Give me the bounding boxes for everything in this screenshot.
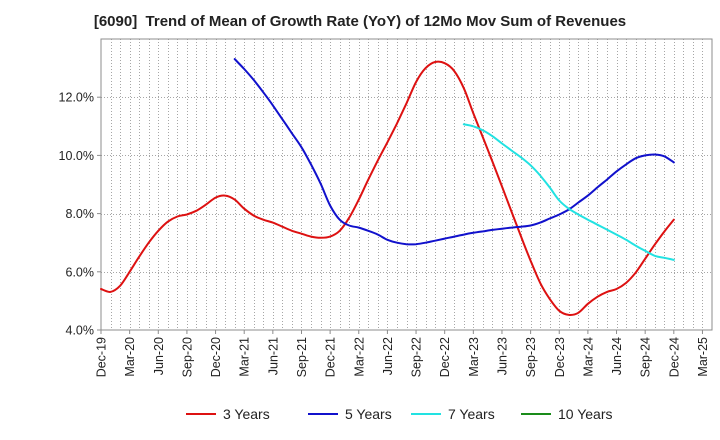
x-tick-label: Jun-20: [152, 337, 166, 375]
y-tick-label: 8.0%: [66, 207, 95, 221]
y-tick-label: 4.0%: [66, 324, 95, 338]
y-tick-label: 10.0%: [59, 149, 94, 163]
gridlines: [101, 39, 712, 330]
series-line-3-years: [100, 60, 675, 316]
x-tick-label: Mar-23: [467, 337, 481, 377]
x-tick-label: Dec-21: [324, 337, 338, 377]
series-line-7-years: [462, 123, 675, 261]
x-tick-label: Dec-22: [438, 337, 452, 377]
x-tick-label: Sep-23: [524, 337, 538, 377]
x-tick-label: Sep-22: [410, 337, 424, 377]
legend-label: 5 Years: [345, 406, 392, 422]
x-tick-label: Mar-20: [123, 337, 137, 377]
legend-label: 7 Years: [448, 406, 495, 422]
x-tick-label: Jun-23: [495, 337, 509, 375]
legend-item-3-years: 3 Years: [186, 406, 270, 422]
series-line-5-years: [233, 58, 675, 246]
x-tick-label: Dec-23: [553, 337, 567, 377]
x-tick-label: Jun-21: [266, 337, 280, 375]
legend-item-5-years: 5 Years: [308, 406, 392, 422]
legend-item-7-years: 7 Years: [411, 406, 495, 422]
x-tick-label: Dec-20: [209, 337, 223, 377]
series-lines: [100, 58, 675, 316]
legend-item-10-years: 10 Years: [521, 406, 613, 422]
x-tick-label: Jun-24: [610, 337, 624, 375]
axes: 4.0% 6.0% 8.0% 10.0% 12.0% Dec-19 Mar-20 Jun-20…: [59, 91, 710, 378]
y-tick-label: 6.0%: [66, 265, 95, 279]
chart-title: [6090] Trend of Mean of Growth Rate (YoY…: [94, 13, 626, 30]
y-tick-label: 12.0%: [59, 91, 94, 105]
x-tick-label: Mar-21: [238, 337, 252, 377]
x-tick-label: Sep-24: [639, 337, 653, 377]
x-tick-label: Sep-21: [295, 337, 309, 377]
legend-label: 10 Years: [558, 406, 613, 422]
x-tick-label: Mar-24: [581, 337, 595, 377]
x-tick-label: Jun-22: [381, 337, 395, 375]
plot-area: [100, 38, 713, 331]
x-tick-label: Sep-20: [180, 337, 194, 377]
x-tick-label: Dec-24: [667, 337, 681, 377]
x-tick-label: Dec-19: [95, 337, 109, 377]
x-tick-label: Mar-25: [696, 337, 710, 377]
legend: 3 Years 5 Years 7 Years 10 Years: [186, 406, 613, 422]
legend-label: 3 Years: [223, 406, 270, 422]
x-tick-label: Mar-22: [352, 337, 366, 377]
plot-frame: [100, 38, 713, 331]
